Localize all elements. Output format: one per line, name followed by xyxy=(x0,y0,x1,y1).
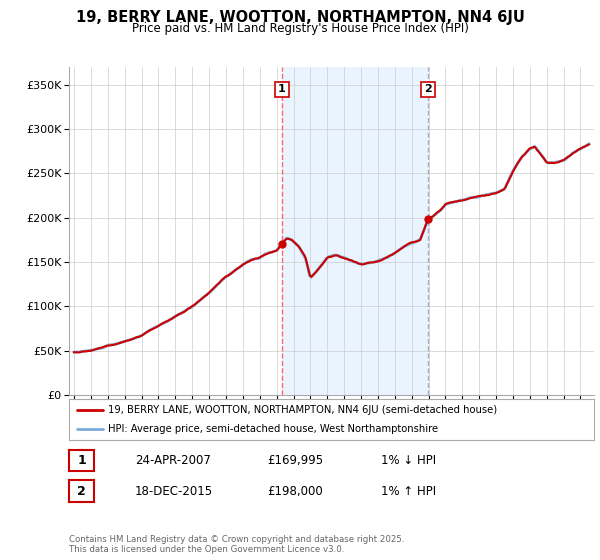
Text: £169,995: £169,995 xyxy=(267,454,323,467)
Bar xyxy=(282,67,428,395)
Text: 2: 2 xyxy=(77,484,86,498)
Text: Contains HM Land Registry data © Crown copyright and database right 2025.
This d: Contains HM Land Registry data © Crown c… xyxy=(69,535,404,554)
Text: 1% ↓ HPI: 1% ↓ HPI xyxy=(381,454,436,467)
Text: Price paid vs. HM Land Registry's House Price Index (HPI): Price paid vs. HM Land Registry's House … xyxy=(131,22,469,35)
Text: 1% ↑ HPI: 1% ↑ HPI xyxy=(381,484,436,498)
Text: 18-DEC-2015: 18-DEC-2015 xyxy=(135,484,213,498)
Text: 19, BERRY LANE, WOOTTON, NORTHAMPTON, NN4 6JU (semi-detached house): 19, BERRY LANE, WOOTTON, NORTHAMPTON, NN… xyxy=(109,405,497,415)
Text: 1: 1 xyxy=(278,85,286,94)
Text: 19, BERRY LANE, WOOTTON, NORTHAMPTON, NN4 6JU: 19, BERRY LANE, WOOTTON, NORTHAMPTON, NN… xyxy=(76,10,524,25)
Text: HPI: Average price, semi-detached house, West Northamptonshire: HPI: Average price, semi-detached house,… xyxy=(109,424,439,433)
Text: £198,000: £198,000 xyxy=(267,484,323,498)
Text: 24-APR-2007: 24-APR-2007 xyxy=(135,454,211,467)
Text: 2: 2 xyxy=(424,85,432,94)
Text: 1: 1 xyxy=(77,454,86,467)
